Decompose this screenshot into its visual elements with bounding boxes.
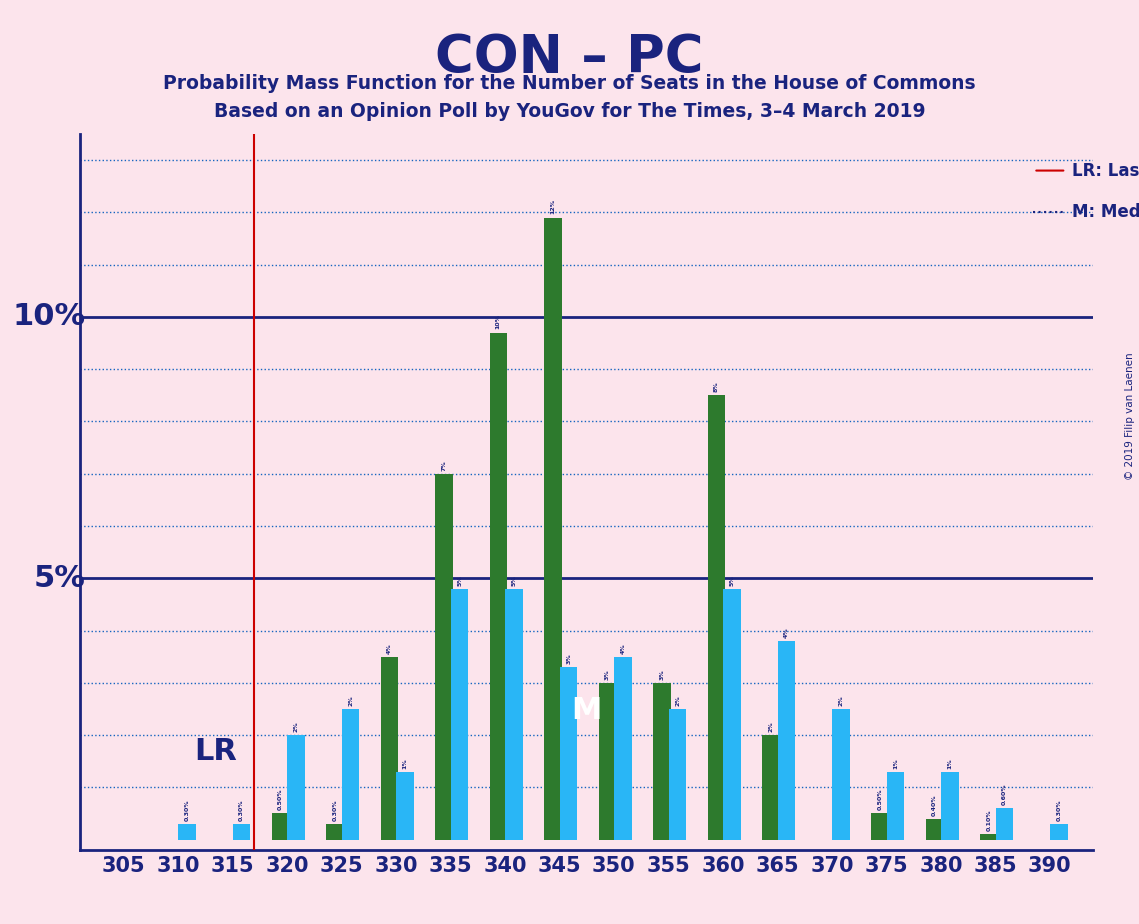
Text: 2%: 2% (838, 695, 844, 706)
Bar (871, 813, 888, 840)
Text: 4%: 4% (387, 643, 392, 653)
Text: 0.30%: 0.30% (185, 799, 189, 821)
Bar (396, 772, 413, 840)
Text: 3%: 3% (566, 653, 571, 664)
Bar (653, 683, 671, 840)
Text: 5%: 5% (730, 575, 735, 586)
Text: 0.30%: 0.30% (333, 799, 337, 821)
Text: M: M (572, 696, 601, 724)
Bar (762, 736, 779, 840)
Text: M: Median: M: Median (1072, 203, 1139, 222)
Text: 0.30%: 0.30% (239, 799, 244, 821)
Bar (599, 683, 616, 840)
Text: 10%: 10% (495, 314, 501, 330)
Text: 0.30%: 0.30% (1057, 799, 1062, 821)
Bar (451, 589, 468, 840)
Bar (887, 772, 904, 840)
Bar (833, 709, 850, 840)
Text: 2%: 2% (675, 695, 680, 706)
Text: 8%: 8% (714, 382, 719, 392)
Text: 4%: 4% (621, 643, 625, 653)
Bar (1050, 824, 1068, 840)
Bar (614, 657, 632, 840)
Text: 0.10%: 0.10% (986, 809, 991, 832)
Text: CON – PC: CON – PC (435, 32, 704, 84)
Bar (544, 218, 562, 840)
Text: 0.40%: 0.40% (932, 794, 936, 816)
Bar (778, 641, 795, 840)
Bar (271, 813, 289, 840)
Bar (942, 772, 959, 840)
Text: 1%: 1% (948, 758, 952, 769)
Bar (435, 474, 452, 840)
Bar (723, 589, 740, 840)
Text: 2%: 2% (769, 722, 773, 732)
Bar (980, 834, 998, 840)
Bar (179, 824, 196, 840)
Bar (506, 589, 523, 840)
Text: 0.60%: 0.60% (1002, 784, 1007, 805)
Text: 5%: 5% (457, 575, 462, 586)
Bar (380, 657, 398, 840)
Text: 10%: 10% (13, 302, 85, 332)
Bar (995, 808, 1014, 840)
Text: 7%: 7% (441, 460, 446, 470)
Text: Probability Mass Function for the Number of Seats in the House of Commons: Probability Mass Function for the Number… (163, 74, 976, 93)
Bar (232, 824, 251, 840)
Text: 5%: 5% (511, 575, 517, 586)
Bar (560, 667, 577, 840)
Text: LR: LR (195, 737, 237, 766)
Text: 2%: 2% (349, 695, 353, 706)
Text: 0.50%: 0.50% (877, 789, 883, 810)
Text: 1%: 1% (402, 758, 408, 769)
Text: 12%: 12% (550, 200, 556, 214)
Text: 0.50%: 0.50% (278, 789, 282, 810)
Text: 1%: 1% (893, 758, 899, 769)
Bar (490, 333, 507, 840)
Text: Based on an Opinion Poll by YouGov for The Times, 3–4 March 2019: Based on an Opinion Poll by YouGov for T… (214, 102, 925, 121)
Bar (326, 824, 344, 840)
Text: 2%: 2% (294, 722, 298, 732)
Text: LR: Last Result: LR: Last Result (1072, 162, 1139, 179)
Text: 3%: 3% (659, 669, 664, 680)
Bar (707, 395, 726, 840)
Bar (669, 709, 687, 840)
Bar (342, 709, 359, 840)
Bar (926, 819, 943, 840)
Text: 5%: 5% (33, 564, 85, 593)
Bar (287, 736, 305, 840)
Text: © 2019 Filip van Laenen: © 2019 Filip van Laenen (1125, 352, 1134, 480)
Text: 3%: 3% (605, 669, 609, 680)
Text: 4%: 4% (784, 627, 789, 638)
